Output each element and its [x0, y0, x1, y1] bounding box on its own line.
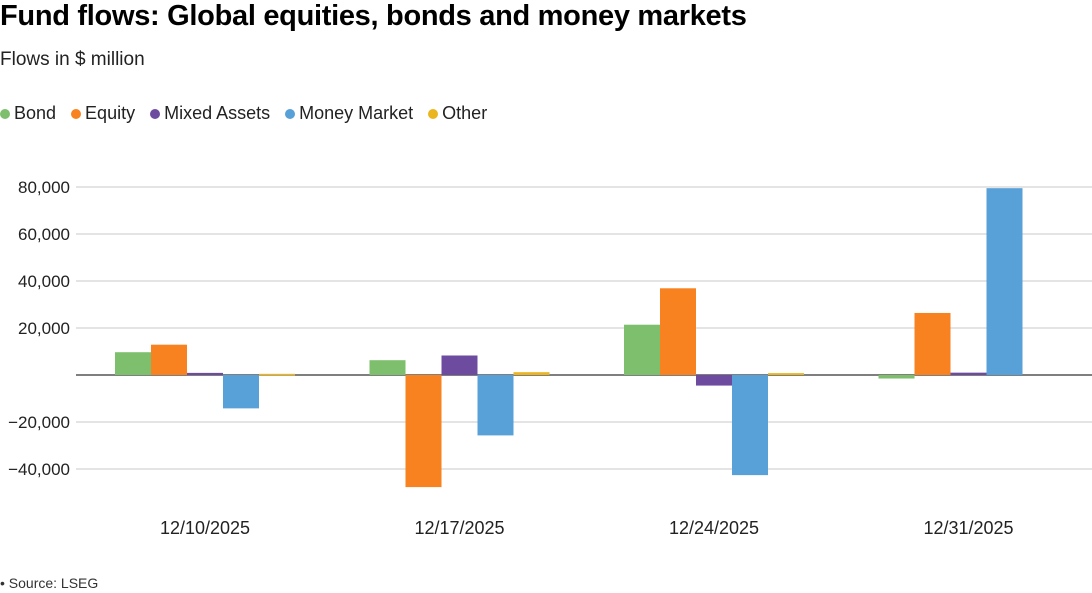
legend-swatch [0, 108, 10, 119]
legend-swatch [150, 108, 161, 119]
legend-item-money-market: Money Market [285, 103, 413, 124]
legend-item-equity: Equity [71, 103, 135, 124]
bar-money-market [223, 375, 259, 409]
bar-mixed-assets [696, 375, 732, 386]
bar-other [513, 372, 550, 375]
y-tick-label: −40,000 [8, 460, 70, 479]
bar-money-market [732, 375, 768, 476]
bar-mixed-assets [441, 355, 478, 375]
bar-other [768, 373, 804, 375]
legend-label: Equity [85, 103, 136, 123]
chart-subtitle: Flows in $ million [0, 49, 145, 70]
x-tick-label: 12/10/2025 [160, 518, 250, 538]
legend-swatch [428, 108, 439, 119]
legend-swatch [71, 108, 82, 119]
source-note: • Source: LSEG [0, 575, 99, 591]
bar-chart: 80,000 60,000 40,000 20,000 −20,000 −40,000 12… [8, 178, 1092, 538]
bar-bond [115, 352, 151, 375]
legend-label: Bond [14, 103, 57, 123]
bar-bond [369, 360, 406, 375]
legend-swatch [285, 108, 296, 119]
bar-other [259, 373, 295, 376]
bar-mixed-assets [950, 372, 987, 375]
y-tick-label: −20,000 [8, 413, 70, 432]
y-tick-label: 80,000 [18, 178, 70, 197]
legend-item-bond: Bond [0, 103, 56, 124]
bar-equity [660, 288, 696, 375]
legend: Bond Equity Mixed Assets Money Market Other [0, 103, 502, 124]
bar-money-market [986, 188, 1023, 375]
bar-equity [914, 312, 951, 375]
x-tick-label: 12/17/2025 [414, 518, 504, 538]
bar-bond [878, 375, 915, 379]
bar-bond [624, 324, 660, 375]
legend-item-mixed-assets: Mixed Assets [150, 103, 270, 124]
bar-equity [151, 344, 187, 375]
chart-title: Fund flows: Global equities, bonds and m… [0, 0, 747, 32]
bar-mixed-assets [187, 372, 223, 375]
legend-label: Mixed Assets [164, 103, 271, 123]
bar-money-market [477, 375, 514, 436]
y-tick-label: 60,000 [18, 225, 70, 244]
bar-equity [405, 375, 442, 488]
legend-label: Money Market [299, 103, 414, 123]
legend-item-other: Other [428, 103, 487, 124]
legend-label: Other [442, 103, 488, 123]
x-tick-label: 12/24/2025 [669, 518, 759, 538]
y-tick-label: 40,000 [18, 272, 70, 291]
x-tick-label: 12/31/2025 [923, 518, 1013, 538]
y-tick-label: 20,000 [18, 319, 70, 338]
